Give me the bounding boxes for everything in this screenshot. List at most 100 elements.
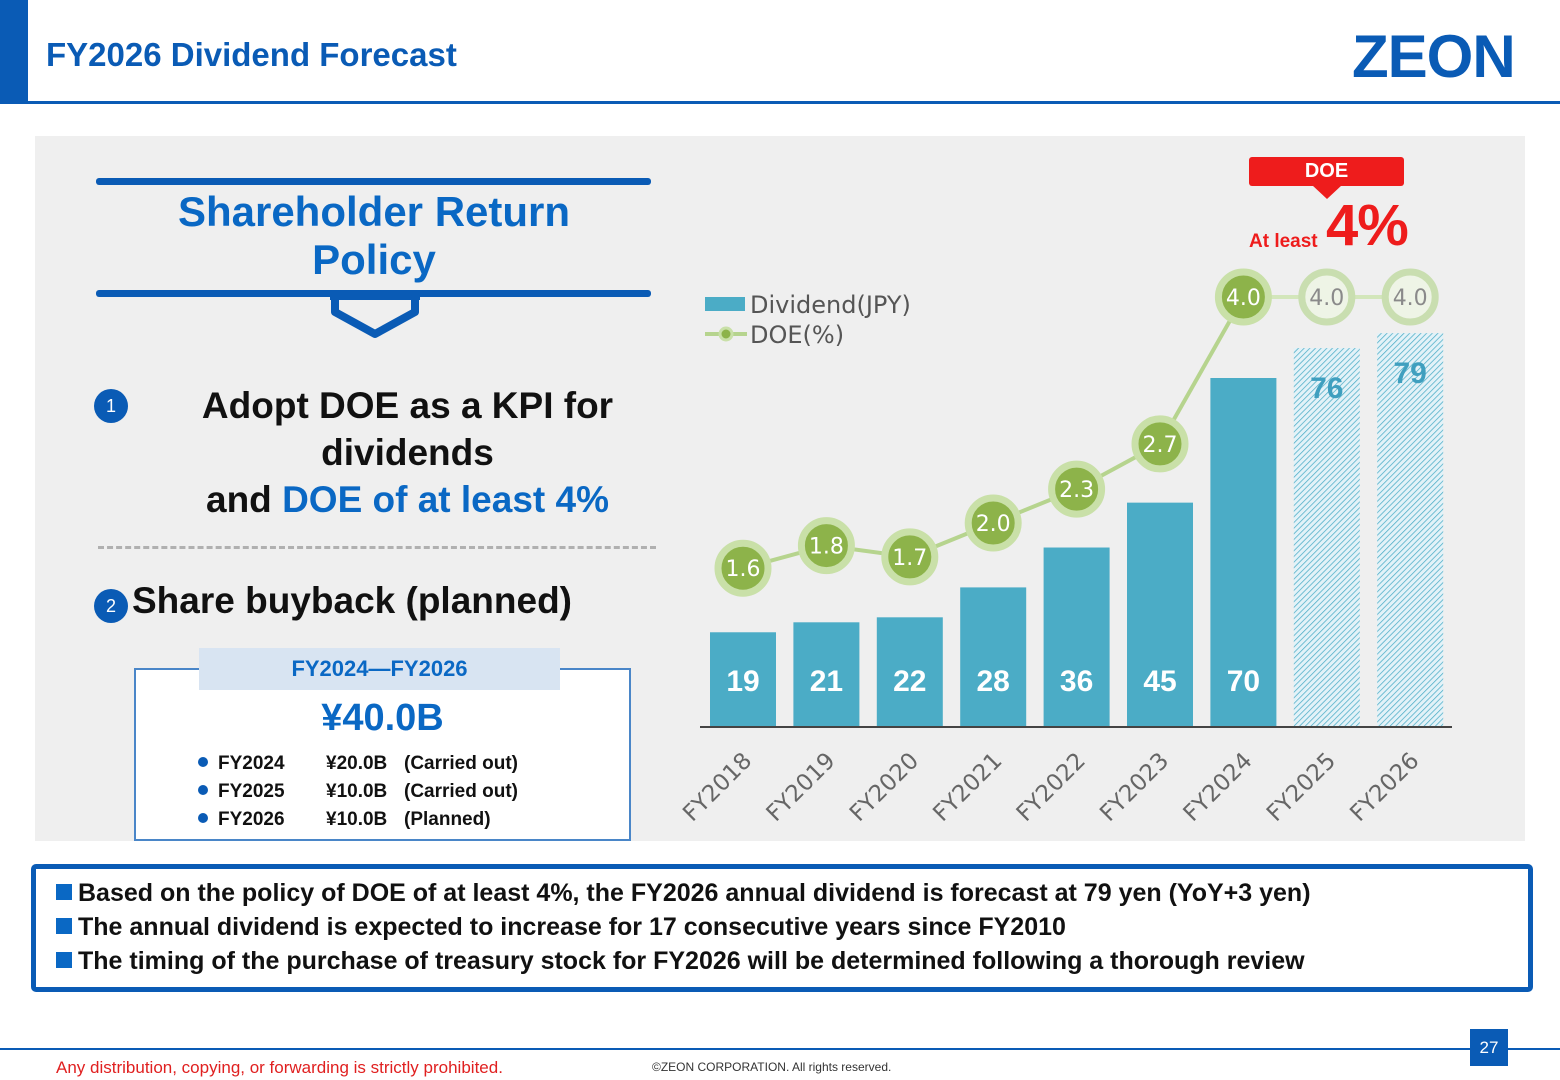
doe-value-label: 2.3 [1059, 478, 1094, 503]
buyback-row: FY2024 ¥20.0B (Carried out) [198, 753, 518, 775]
doe-point-FY2023 [1131, 415, 1189, 473]
buyback-year: FY2026 [218, 809, 285, 830]
buyback-box [134, 668, 631, 841]
policy-item-2: Share buyback (planned) [132, 580, 572, 621]
doe-point-FY2021 [964, 494, 1022, 552]
page-number: 27 [1470, 1029, 1508, 1066]
bar-value-label: 70 [1227, 665, 1260, 698]
buyback-year: FY2024 [218, 753, 285, 774]
bar-FY2024 [1210, 378, 1277, 727]
bullet-dot-icon [198, 813, 208, 823]
bar-value-label: 19 [726, 665, 759, 698]
zeon-logo: ZEON [1352, 23, 1516, 90]
buyback-amount: ¥20.0B [326, 753, 388, 774]
policy-item-1-highlight: DOE of at least 4% [282, 479, 609, 520]
policy-item-1-line1: Adopt DOE as a KPI for [201, 385, 614, 426]
bar-FY2018 [710, 632, 776, 727]
number-badge-2: 2 [94, 589, 128, 623]
header-accent-bar [0, 0, 28, 103]
distribution-warning: Any distribution, copying, or forwarding… [56, 1058, 503, 1077]
doe-value-label: 1.6 [726, 557, 761, 582]
x-tick-label: FY2022 [1012, 748, 1091, 827]
doe-point-FY2018 [714, 539, 772, 597]
bar-FY2023 [1127, 502, 1193, 727]
summary-box [31, 864, 1533, 992]
legend-dividend-label: Dividend(JPY) [750, 291, 911, 319]
page-title: FY2026 Dividend Forecast [46, 36, 457, 73]
doe-value-label: 4.0 [1309, 286, 1344, 311]
doe-point-FY2022 [1048, 460, 1106, 518]
x-tick-label: FY2023 [1095, 748, 1174, 827]
doe-value: 4% [1326, 193, 1409, 258]
policy-item-1-line3: and DOE of at least 4% [160, 476, 655, 523]
bar-value-label: 21 [810, 665, 843, 698]
bar-value-label: 22 [893, 665, 926, 698]
policy-title-line2: Policy [312, 236, 436, 283]
policy-top-rule [96, 178, 651, 185]
bar-FY2021 [960, 587, 1027, 727]
buyback-period: FY2024―FY2026 [199, 648, 560, 690]
bar-value-label: 79 [1394, 357, 1427, 390]
doe-value-label: 4.0 [1226, 286, 1261, 311]
buyback-row: FY2026 ¥10.0B (Planned) [198, 809, 491, 831]
summary-line: The timing of the purchase of treasury s… [56, 947, 1305, 976]
bar-value-label: 28 [977, 665, 1010, 698]
callout-pointer-icon [1312, 185, 1342, 199]
buyback-year: FY2025 [218, 781, 285, 802]
doe-point-FY2025 [1298, 268, 1356, 326]
legend-dividend-swatch [705, 297, 745, 311]
bullet-square-icon [56, 884, 72, 900]
dashed-divider [98, 546, 656, 549]
buyback-status: (Carried out) [404, 753, 518, 774]
doe-point-FY2020 [881, 528, 939, 586]
footer-divider [0, 1048, 1560, 1050]
copyright: ©ZEON CORPORATION. All rights reserved. [652, 1060, 892, 1074]
buyback-status: (Carried out) [404, 781, 518, 802]
doe-prefix: At least [1249, 231, 1318, 252]
doe-value-label: 1.7 [892, 546, 927, 571]
buyback-amount: ¥10.0B [326, 809, 388, 830]
bar-value-label: 76 [1310, 372, 1343, 405]
summary-text: The timing of the purchase of treasury s… [78, 947, 1305, 975]
doe-value-label: 2.7 [1143, 433, 1178, 458]
policy-item-1-prefix: and [206, 479, 283, 520]
policy-title: Shareholder Return Policy [98, 188, 650, 284]
doe-point-FY2026 [1381, 268, 1439, 326]
legend-doe-swatch [705, 326, 747, 342]
summary-text: The annual dividend is expected to incre… [78, 913, 1066, 941]
bullet-square-icon [56, 918, 72, 934]
bar-FY2026 [1377, 333, 1444, 727]
summary-line: The annual dividend is expected to incre… [56, 913, 1066, 942]
number-badge-1: 1 [94, 389, 128, 423]
doe-point-FY2019 [797, 517, 855, 575]
doe-value-label: 4.0 [1393, 286, 1428, 311]
bar-FY2022 [1043, 547, 1110, 727]
x-tick-label: FY2024 [1179, 748, 1258, 827]
header-divider [0, 101, 1560, 104]
x-tick-label: FY2021 [928, 748, 1007, 827]
x-tick-label: FY2025 [1262, 748, 1341, 827]
bullet-square-icon [56, 952, 72, 968]
doe-value-label: 1.8 [809, 535, 844, 560]
chevron-down-icon [330, 290, 420, 338]
summary-line: Based on the policy of DOE of at least 4… [56, 879, 1311, 908]
x-tick-label: FY2018 [678, 748, 757, 827]
doe-value-label: 2.0 [976, 512, 1011, 537]
x-tick-label: FY2020 [845, 748, 924, 827]
buyback-total: ¥40.0B [321, 697, 444, 739]
bar-FY2019 [793, 622, 860, 727]
x-tick-label: FY2019 [762, 748, 841, 827]
bullet-dot-icon [198, 757, 208, 767]
bar-value-label: 45 [1143, 665, 1176, 698]
bar-FY2020 [876, 617, 943, 727]
summary-text: Based on the policy of DOE of at least 4… [78, 879, 1311, 907]
policy-title-line1: Shareholder Return [177, 188, 571, 235]
x-tick-label: FY2026 [1345, 748, 1424, 827]
bar-value-label: 36 [1060, 665, 1093, 698]
policy-item-1-line2: dividends [321, 432, 494, 473]
policy-item-1: Adopt DOE as a KPI for dividends and DOE… [160, 382, 655, 523]
buyback-status: (Planned) [404, 809, 491, 830]
bar-FY2025 [1293, 348, 1360, 727]
buyback-amount: ¥10.0B [326, 781, 388, 802]
